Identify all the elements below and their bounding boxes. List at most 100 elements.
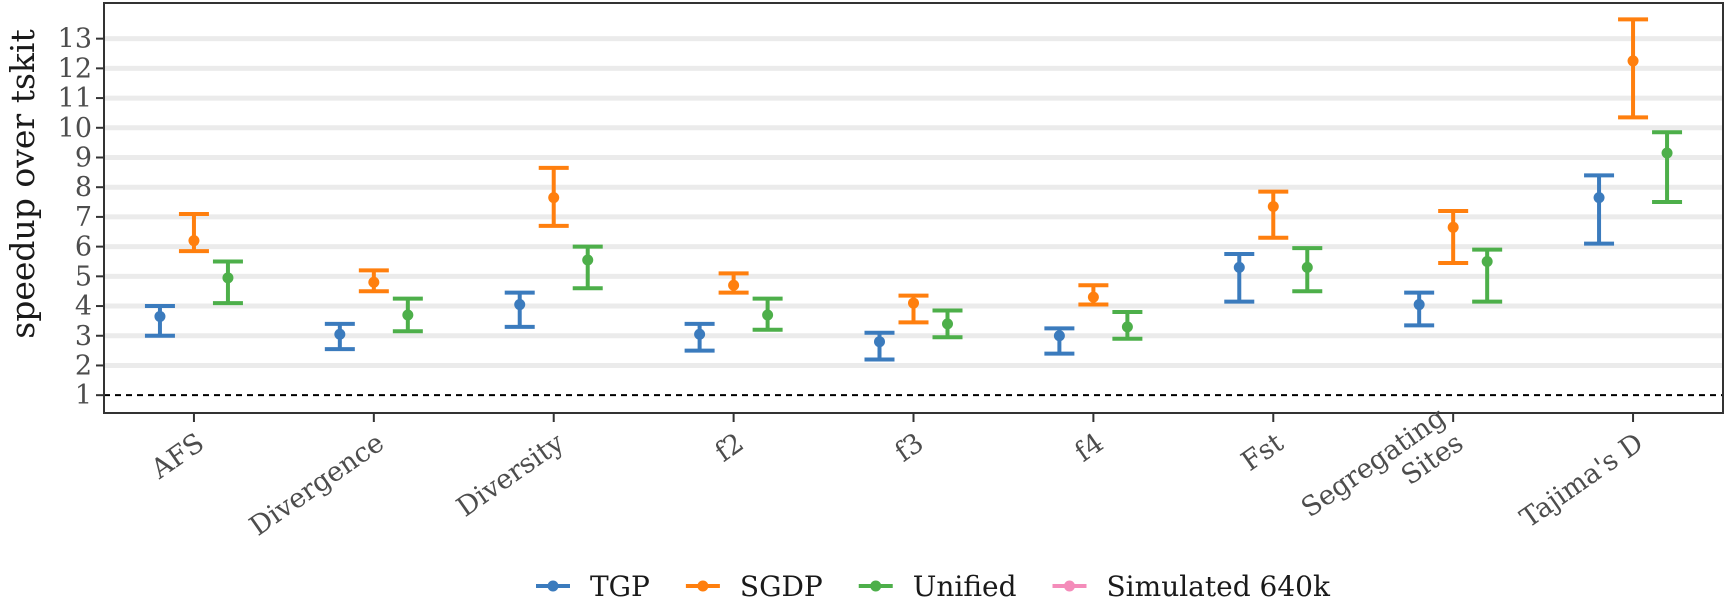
data-point-sgdp	[548, 192, 560, 204]
data-point-unified	[1481, 255, 1493, 267]
gridlines	[104, 36, 1723, 368]
legend-item-unified: Unified	[858, 570, 1017, 599]
y-tick-label: 7	[75, 202, 92, 233]
legend-key-point	[870, 580, 882, 592]
data-point-tgp	[154, 310, 166, 322]
data-point-tgp	[694, 328, 706, 340]
x-tick-label: Diversity	[451, 427, 570, 523]
legend-key-point	[547, 580, 559, 592]
errorbar-tgp	[1224, 252, 1255, 304]
data-point-tgp	[1233, 261, 1245, 273]
y-tick-label: 11	[58, 83, 92, 114]
errorbar-tgp	[684, 321, 715, 353]
errorbar-sgdp	[1258, 189, 1289, 240]
data-point-tgp	[514, 299, 526, 311]
data-point-sgdp	[1447, 221, 1459, 233]
legend-key-point	[697, 580, 709, 592]
x-tick-label-line: Diversity	[451, 427, 570, 523]
errorbar-sgdp	[1438, 208, 1469, 265]
errorbar-tgp	[144, 304, 175, 338]
errorbar-sgdp	[1618, 17, 1649, 120]
errorbar-sgdp	[898, 293, 929, 325]
x-tick-label-line: AFS	[145, 427, 210, 486]
errorbar-tgp	[504, 290, 535, 329]
errorbar-tgp	[324, 321, 355, 352]
data-point-tgp	[334, 328, 346, 340]
legend-label: TGP	[590, 570, 650, 599]
errorbar-unified	[392, 296, 423, 334]
errorbar-tgp	[1584, 173, 1615, 246]
errorbar-sgdp	[358, 268, 389, 294]
data-point-unified	[942, 318, 953, 330]
data-point-unified	[402, 309, 414, 321]
x-tick-label-line: f3	[889, 427, 929, 468]
errorbar-unified	[1292, 246, 1323, 294]
errorbar-sgdp	[718, 271, 749, 295]
x-tick-label: SegregatingSites	[1296, 402, 1469, 549]
errorbar-unified	[212, 259, 243, 306]
y-tick-label: 8	[75, 172, 92, 203]
data-point-unified	[1661, 147, 1673, 159]
errorbar-tgp	[1044, 326, 1075, 356]
x-tick-label: Tajima's D	[1515, 427, 1649, 534]
x-tick-label-line: Fst	[1236, 427, 1289, 477]
data-point-unified	[222, 272, 234, 284]
data-point-sgdp	[368, 276, 380, 288]
data-point-unified	[1121, 321, 1133, 333]
errorbar-tgp	[1404, 290, 1435, 328]
x-tick-label: f3	[889, 427, 929, 468]
errorbar-sgdp	[538, 165, 569, 228]
errorbar-tgp	[864, 330, 895, 362]
errorbar-unified	[1652, 130, 1683, 205]
data-point-tgp	[874, 336, 885, 348]
data-point-sgdp	[1087, 291, 1099, 303]
errorbar-unified	[1472, 247, 1503, 304]
data-point-sgdp	[728, 279, 740, 291]
legend-key-point	[1064, 580, 1075, 592]
data-point-tgp	[1593, 192, 1605, 204]
x-tick-label: f4	[1069, 427, 1109, 468]
data-point-sgdp	[188, 235, 200, 247]
x-tick-label: AFS	[145, 427, 210, 486]
legend-item-sgdp: SGDP	[685, 570, 823, 599]
data-point-unified	[582, 254, 594, 266]
x-tick-label: Fst	[1236, 427, 1289, 477]
y-axis-title: speedup over tskit	[3, 29, 42, 338]
legend-label: Simulated 640k	[1107, 570, 1331, 599]
y-tick-label: 10	[58, 113, 92, 144]
legend-label: SGDP	[740, 570, 823, 599]
errorbar-sgdp	[1078, 283, 1109, 307]
legend-item-simulated-640k: Simulated 640k	[1052, 570, 1331, 599]
y-tick-label: 3	[75, 321, 92, 352]
data-point-sgdp	[1627, 55, 1639, 67]
x-tick-label-line: f4	[1069, 427, 1109, 468]
legend-item-tgp: TGP	[536, 570, 650, 599]
data-point-tgp	[1053, 330, 1065, 342]
x-tick-label: Divergence	[244, 427, 390, 542]
y-tick-label: 1	[75, 380, 92, 411]
errorbar-unified	[932, 308, 963, 340]
legend-label: Unified	[913, 570, 1017, 599]
legend: TGP SGDP Unified Simulated 640k	[536, 570, 1331, 599]
x-tick-label: f2	[710, 427, 750, 468]
data-point-unified	[1301, 261, 1313, 273]
errorbar-unified	[572, 244, 603, 291]
plot-panel-border	[103, 2, 1724, 414]
data-point-sgdp	[1267, 201, 1279, 213]
x-tick-label-line: Tajima's D	[1515, 427, 1649, 534]
y-tick-label: 13	[58, 24, 92, 55]
errorbar-unified	[1112, 309, 1143, 341]
x-tick-label-line: Divergence	[244, 427, 390, 542]
y-tick-label: 9	[75, 142, 92, 173]
y-tick-label: 6	[75, 232, 92, 263]
errorbar-sgdp	[178, 211, 209, 254]
x-tick-label-line: f2	[710, 427, 750, 468]
errorbar-unified	[752, 296, 783, 332]
y-tick-label: 4	[75, 291, 92, 322]
data-marks	[144, 17, 1683, 362]
y-tick-label: 2	[75, 350, 92, 381]
data-point-sgdp	[908, 297, 919, 309]
y-tick-label: 12	[58, 53, 92, 84]
